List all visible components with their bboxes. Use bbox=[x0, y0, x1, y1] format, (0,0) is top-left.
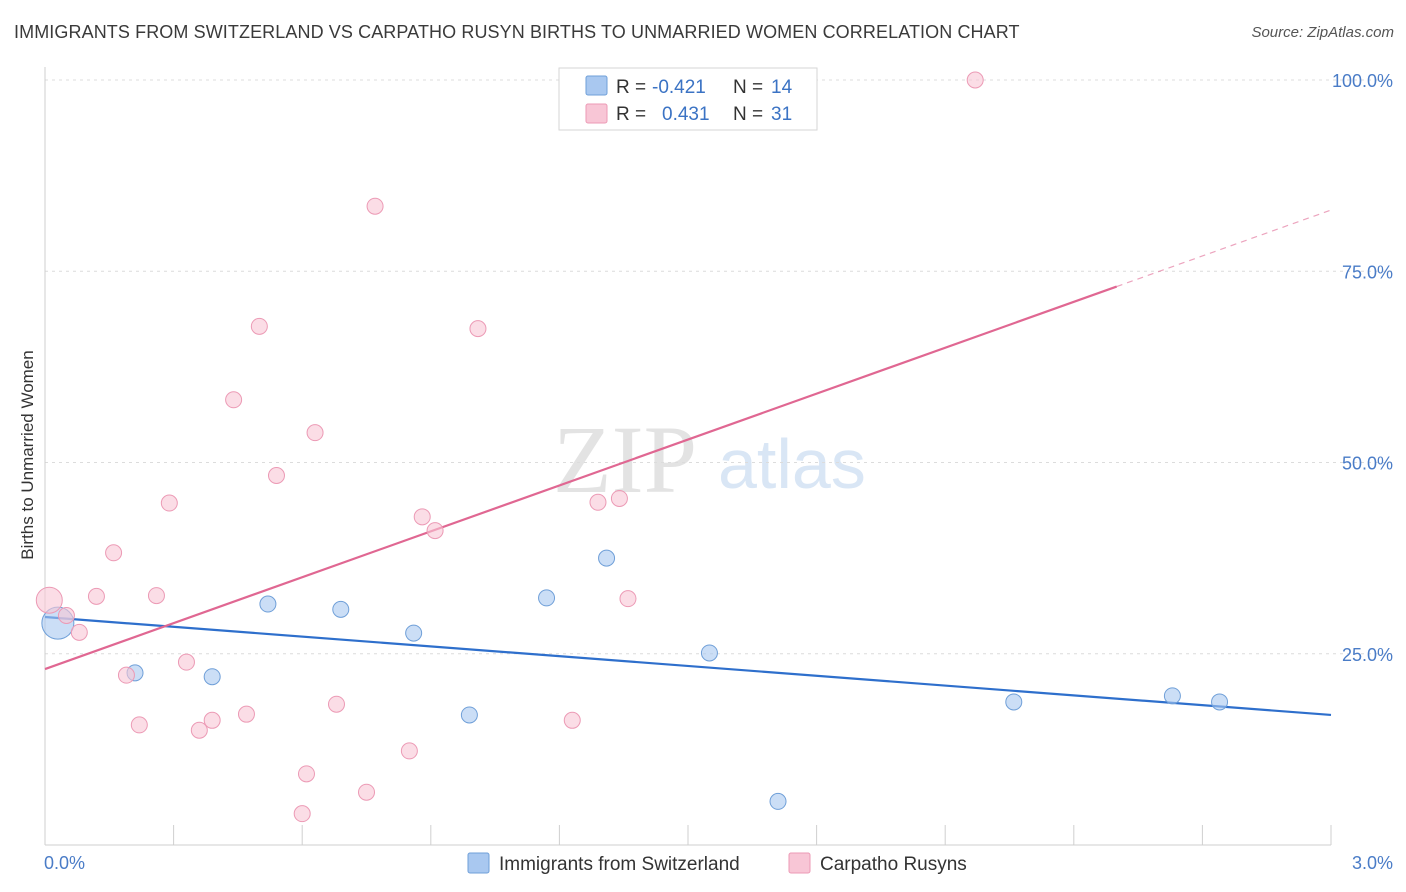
data-point bbox=[700, 644, 718, 662]
data-point bbox=[413, 508, 431, 526]
watermark-atlas: atlas bbox=[718, 425, 866, 503]
data-point bbox=[117, 666, 135, 684]
data-point bbox=[87, 587, 105, 605]
legend-n-label: N = bbox=[733, 104, 763, 125]
trend-line bbox=[44, 285, 1118, 671]
data-point bbox=[306, 424, 324, 442]
bottom-legend-swatch-switzerland bbox=[467, 852, 490, 874]
data-point bbox=[70, 623, 88, 641]
trend-line bbox=[44, 615, 1332, 717]
data-point bbox=[400, 742, 418, 760]
data-point bbox=[469, 320, 487, 338]
trend-line-extension bbox=[1116, 209, 1332, 288]
y-tick-label: 75.0% bbox=[1342, 262, 1393, 282]
legend-n-value: 14 bbox=[771, 77, 793, 98]
data-point bbox=[332, 600, 350, 618]
data-point bbox=[610, 489, 628, 507]
data-point bbox=[1163, 687, 1181, 705]
data-point bbox=[130, 716, 148, 734]
legend-swatch-switzerland bbox=[585, 75, 608, 96]
legend-r-label: R = bbox=[616, 77, 646, 98]
data-point bbox=[293, 805, 311, 823]
legend-n-label: N = bbox=[733, 77, 763, 98]
legend-r-value: 0.431 bbox=[662, 104, 710, 125]
tick-labels: 25.0% 50.0% 75.0% 100.0% 0.0% 3.0% bbox=[44, 71, 1393, 873]
data-points bbox=[35, 71, 1229, 823]
bottom-legend-label-rusyns: Carpatho Rusyns bbox=[820, 854, 967, 875]
data-point bbox=[426, 522, 444, 540]
data-point bbox=[147, 587, 165, 605]
grid-lines bbox=[45, 79, 1393, 655]
legend-r-value: -0.421 bbox=[652, 77, 706, 98]
data-point bbox=[190, 721, 208, 739]
data-point bbox=[366, 197, 384, 215]
y-tick-label: 100.0% bbox=[1332, 71, 1393, 91]
source-label: Source: ZipAtlas.com bbox=[1251, 24, 1394, 41]
chart-title: IMMIGRANTS FROM SWITZERLAND VS CARPATHO … bbox=[14, 22, 1020, 42]
data-point bbox=[250, 317, 268, 335]
data-point bbox=[769, 792, 787, 810]
legend-swatch-rusyns bbox=[585, 103, 608, 124]
data-point bbox=[563, 711, 581, 729]
data-point bbox=[1211, 693, 1229, 711]
data-point bbox=[35, 586, 63, 614]
data-point bbox=[598, 549, 616, 567]
data-point bbox=[966, 71, 984, 89]
legend-r-label: R = bbox=[616, 104, 646, 125]
data-point bbox=[538, 589, 556, 607]
correlation-legend: R = -0.421 N = 14 R = 0.431 N = 31 bbox=[558, 67, 818, 131]
data-point bbox=[297, 765, 315, 783]
trend-lines bbox=[44, 209, 1332, 717]
data-point bbox=[267, 467, 285, 485]
data-point bbox=[57, 607, 75, 624]
data-point bbox=[259, 595, 277, 613]
bottom-legend-swatch-rusyns bbox=[788, 852, 811, 874]
data-point bbox=[460, 706, 478, 724]
axes bbox=[44, 67, 1332, 846]
x-tick-label: 0.0% bbox=[44, 853, 85, 873]
data-point bbox=[203, 668, 221, 686]
data-point bbox=[225, 391, 243, 409]
data-point bbox=[105, 544, 123, 562]
data-point bbox=[237, 705, 255, 723]
series-legend: Immigrants from Switzerland Carpatho Rus… bbox=[467, 852, 967, 875]
data-point bbox=[327, 695, 345, 713]
data-point bbox=[203, 711, 221, 729]
data-point bbox=[177, 653, 195, 671]
y-tick-label: 50.0% bbox=[1342, 454, 1393, 474]
data-point bbox=[160, 494, 178, 512]
data-point bbox=[358, 783, 375, 801]
y-tick-label: 25.0% bbox=[1342, 645, 1393, 665]
y-axis-label: Births to Unmarried Women bbox=[18, 350, 37, 559]
bottom-legend-label-switzerland: Immigrants from Switzerland bbox=[499, 854, 740, 875]
x-tick-label: 3.0% bbox=[1352, 853, 1393, 873]
data-point bbox=[619, 590, 637, 608]
legend-n-value: 31 bbox=[771, 104, 792, 125]
data-point bbox=[589, 493, 607, 511]
data-point bbox=[1005, 693, 1023, 711]
data-point bbox=[405, 624, 423, 642]
